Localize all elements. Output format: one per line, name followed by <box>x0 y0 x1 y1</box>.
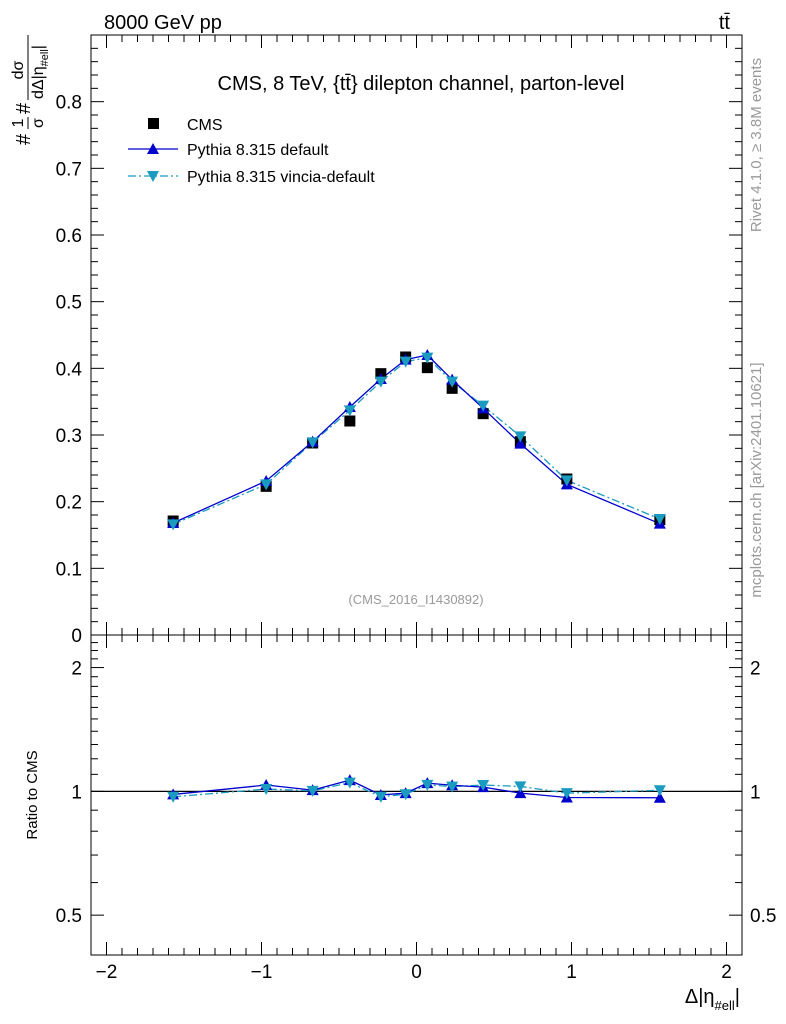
vincia-data-point <box>374 376 387 388</box>
y-tick-label-main: 0.2 <box>56 493 82 514</box>
y-tick-label-main: 0.1 <box>56 559 82 580</box>
cms-data-point <box>421 362 433 374</box>
vincia-ratio-point <box>343 777 356 789</box>
vincia-ratio-point <box>399 789 412 801</box>
ylabel-den1: σ <box>30 118 47 128</box>
vincia-ratio-point <box>374 791 387 803</box>
legend-vincia-label: Pythia 8.315 vincia-default <box>187 169 375 186</box>
xlabel-main: Δ|η <box>685 986 715 1008</box>
ylabel-den2-main: dΔ|η <box>30 66 47 99</box>
y-tick-label-ratio-left: 0.5 <box>56 906 82 927</box>
default-ratio-point <box>514 787 527 799</box>
ylabel-mid: # <box>13 102 35 114</box>
ylabel-den2-end: | <box>30 45 47 49</box>
x-axis-label: Δ|η#ell| <box>685 986 740 1013</box>
vincia-data-point <box>421 352 434 364</box>
chart-title: CMS, 8 TeV, {tt̄} dilepton channel, part… <box>218 73 625 95</box>
y-axis-label: # 1 σ # dσ dΔ|η#ell| <box>10 35 51 145</box>
vincia-data-point <box>477 400 490 412</box>
x-tick-label: 1 <box>566 962 577 983</box>
default-ratio-point <box>653 791 666 803</box>
y-tick-label-ratio-left: 2 <box>71 659 82 680</box>
vincia-data-point <box>653 514 666 525</box>
x-tick-label: 2 <box>721 962 732 983</box>
vincia-data-point <box>167 519 180 531</box>
vincia-ratio-point <box>167 791 180 803</box>
legend-vincia-marker <box>147 171 159 182</box>
ylabel-prefix: # <box>13 133 35 145</box>
y-tick-label-ratio-right: 0.5 <box>750 906 776 927</box>
vincia-data-point <box>514 431 527 443</box>
xlabel-sub: #ell <box>715 998 735 1013</box>
rivet-version-label: Rivet 4.1.0, ≥ 3.8M events <box>748 58 765 232</box>
header-right: tt̄ <box>719 12 731 34</box>
vincia-data-point <box>260 479 273 491</box>
vincia-series-line <box>172 356 661 525</box>
vincia-data-point <box>446 376 459 388</box>
vincia-ratio-point <box>560 788 573 800</box>
y-tick-label-main: 0.6 <box>56 226 82 247</box>
vincia-ratio-point <box>421 779 434 791</box>
cms-data-point <box>344 415 356 427</box>
y-tick-label-ratio-right: 2 <box>750 659 761 680</box>
vincia-ratio-point <box>260 784 273 796</box>
legend-cms-marker <box>148 118 159 129</box>
default-series-line <box>172 354 661 525</box>
vincia-ratio-line <box>173 781 660 798</box>
cms-data-point <box>446 382 458 394</box>
vincia-ratio-point <box>477 780 490 792</box>
y-tick-label-main: 0.4 <box>56 359 83 380</box>
y-tick-label-main: 0.7 <box>56 159 82 180</box>
legend: CMS Pythia 8.315 default Pythia 8.315 vi… <box>128 117 375 186</box>
vincia-ratio-point <box>653 785 666 797</box>
x-tick-label: −2 <box>96 962 118 983</box>
x-tick-label: −1 <box>251 962 273 983</box>
cms-data-point <box>477 408 489 420</box>
vincia-data-point <box>343 405 356 417</box>
y-tick-label-ratio-left: 1 <box>71 782 82 803</box>
y-tick-label-main: 0.3 <box>56 426 82 447</box>
data-layer <box>91 349 742 803</box>
analysis-tag: (CMS_2016_I1430892) <box>348 592 483 607</box>
legend-cms-label: CMS <box>187 117 223 134</box>
vincia-ratio-point <box>446 781 459 793</box>
vincia-data-point <box>560 475 573 487</box>
legend-default-label: Pythia 8.315 default <box>187 142 329 159</box>
x-tick-label: 0 <box>411 962 422 983</box>
mcplots-label: mcplots.cern.ch [arXiv:2401.10621] <box>748 362 765 597</box>
ylabel-den2: dΔ|η#ell| <box>30 45 51 99</box>
vincia-ratio-point <box>514 781 527 793</box>
ratio-plot-frame <box>90 634 743 956</box>
y-tick-label-main: 0.5 <box>56 293 82 314</box>
legend-default-marker <box>147 143 159 154</box>
y-tick-label-ratio-right: 1 <box>750 782 761 803</box>
header-left: 8000 GeV pp <box>104 12 222 34</box>
ylabel-num1: 1 <box>10 118 27 127</box>
default-data-point <box>514 437 527 449</box>
ratio-y-axis-label: Ratio to CMS <box>24 750 41 839</box>
vincia-data-point <box>399 356 412 368</box>
ylabel-num2: dσ <box>10 60 27 79</box>
vincia-data-point <box>306 437 319 449</box>
default-ratio-line <box>173 779 660 799</box>
y-tick-label-main: 0.8 <box>56 93 82 114</box>
vincia-ratio-point <box>306 785 319 797</box>
y-tick-label-main: 0 <box>71 626 82 647</box>
ylabel-den2-sub: #ell <box>39 49 51 66</box>
axes-layer: −2 −1 0 1 2 0 0.1 0.2 0.3 0.4 0.5 0.6 0.7 0.8 0.5 0.5 1 1… <box>56 34 776 983</box>
